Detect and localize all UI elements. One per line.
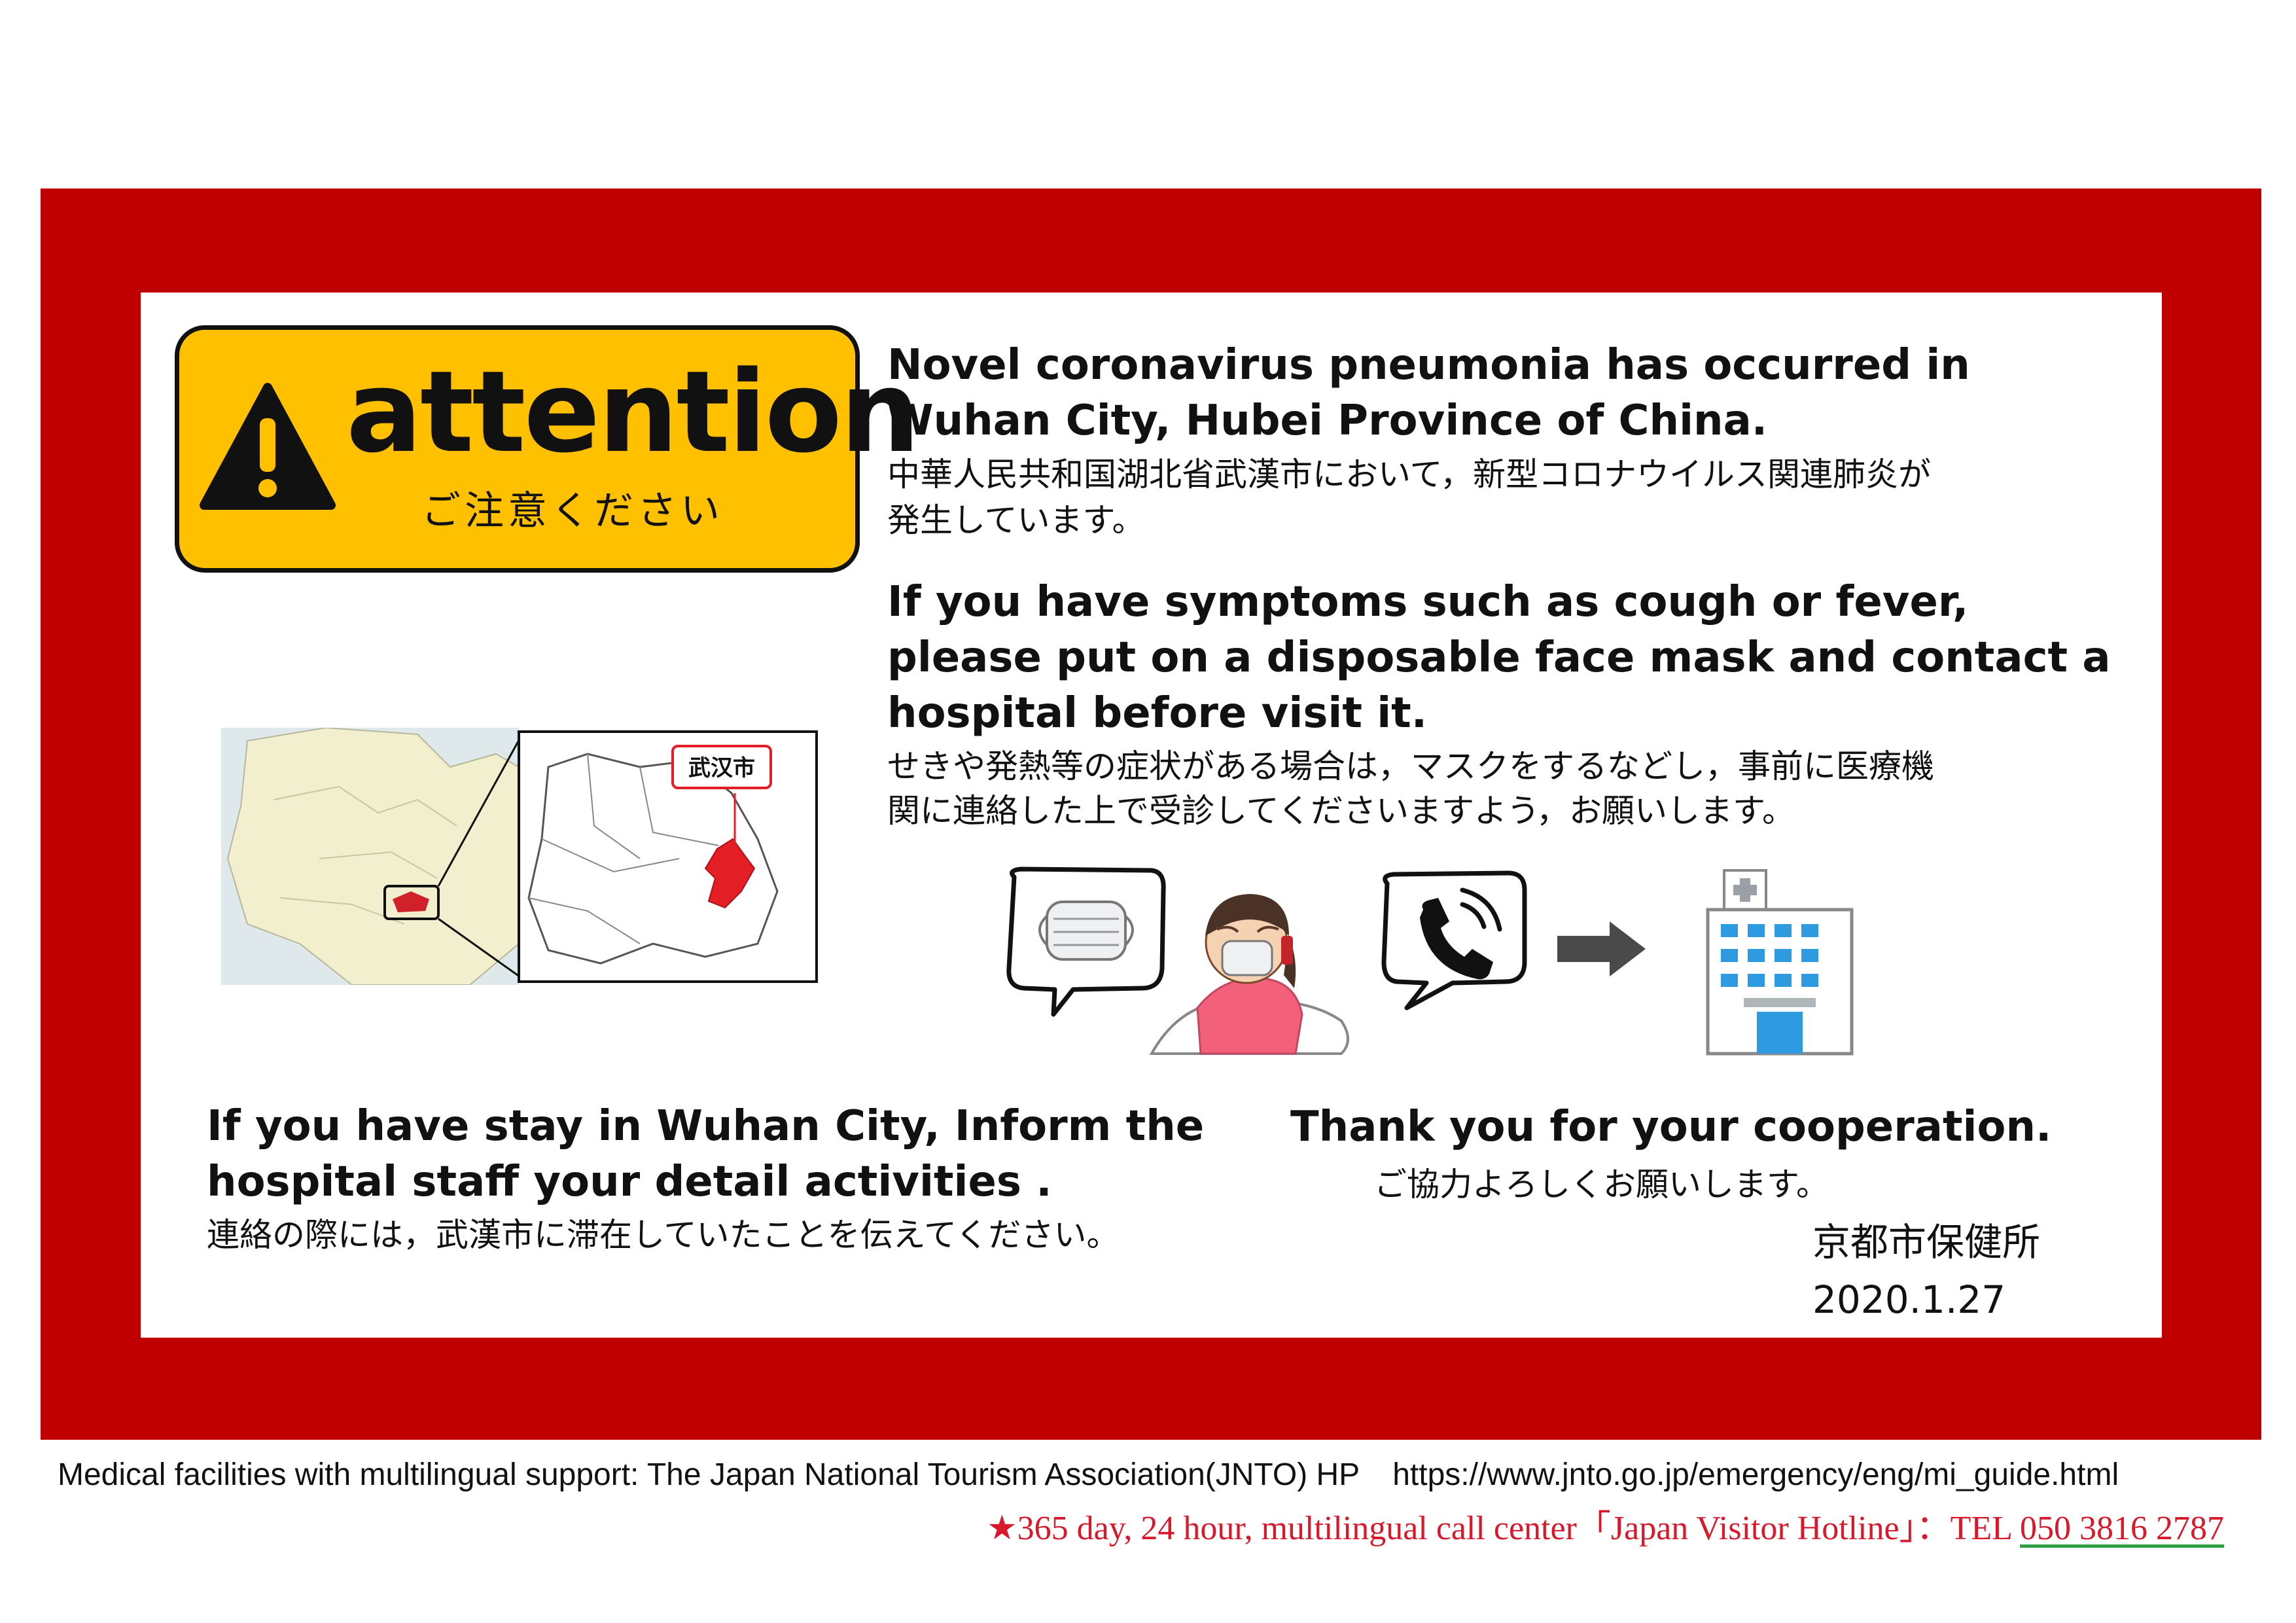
warning-icon	[200, 383, 336, 510]
map-label-wuhan: 武汉市	[688, 755, 755, 781]
sick-person-icon	[1149, 894, 1349, 1055]
issue-date: 2020.1.27	[1812, 1277, 2006, 1322]
symptom-line: please put on a disposable face mask and…	[887, 633, 2111, 682]
hotline-text: ★365 day, 24 hour, multilingual call cen…	[987, 1510, 2020, 1547]
symptom-line-jp: 関に連絡した上で受診してくださいますよう，お願いします。	[887, 792, 1795, 830]
attention-title: attention	[346, 346, 920, 478]
hotline-tel-link[interactable]: 050 3816 2787	[2020, 1510, 2224, 1547]
phone-bubble-icon	[1381, 870, 1527, 1010]
footer-info: Medical facilities with multilingual sup…	[58, 1457, 2119, 1493]
footer-line1: Medical facilities with multilingual sup…	[58, 1457, 1360, 1492]
notice-line-jp: 発生しています。	[887, 501, 1145, 539]
stay-line: If you have stay in Wuhan City, Inform t…	[207, 1102, 1205, 1150]
attention-banner: attention ご注意ください	[175, 325, 920, 573]
mask-bubble-icon	[1006, 866, 1166, 1017]
wuhan-map: 武汉市	[221, 728, 818, 985]
arrow-right-icon	[1557, 921, 1646, 976]
symptom-line: hospital before visit it.	[887, 689, 1428, 738]
hospital-icon	[1706, 869, 1854, 1056]
symptom-line-jp: せきや発熱等の症状がある場合は，マスクをするなどし，事前に医療機	[887, 747, 1934, 785]
notice-line: Wuhan City, Hubei Province of China.	[887, 397, 1768, 445]
stay-line: hospital staff your detail activities .	[207, 1158, 1052, 1206]
issuer-name: 京都市保健所	[1812, 1220, 2041, 1264]
hotline-info: ★365 day, 24 hour, multilingual call cen…	[987, 1500, 2224, 1549]
attention-subtitle: ご注意ください	[421, 488, 724, 534]
notice-line-jp: 中華人民共和国湖北省武漢市において，新型コロナウイルス関連肺炎が	[887, 455, 1931, 493]
jnto-url-link[interactable]: https://www.jnto.go.jp/emergency/eng/mi_…	[1392, 1457, 2119, 1492]
thanks-line: Thank you for your cooperation.	[1290, 1103, 2052, 1151]
stay-line-jp: 連絡の際には，武漢市に滞在していたことを伝えてください。	[207, 1216, 1120, 1254]
instruction-illustration	[1006, 866, 1854, 1056]
notice-line: Novel coronavirus pneumonia has occurred…	[887, 341, 1970, 389]
symptom-line: If you have symptoms such as cough or fe…	[887, 578, 1969, 626]
thanks-line-jp: ご協力よろしくお願いします。	[1374, 1166, 1829, 1204]
